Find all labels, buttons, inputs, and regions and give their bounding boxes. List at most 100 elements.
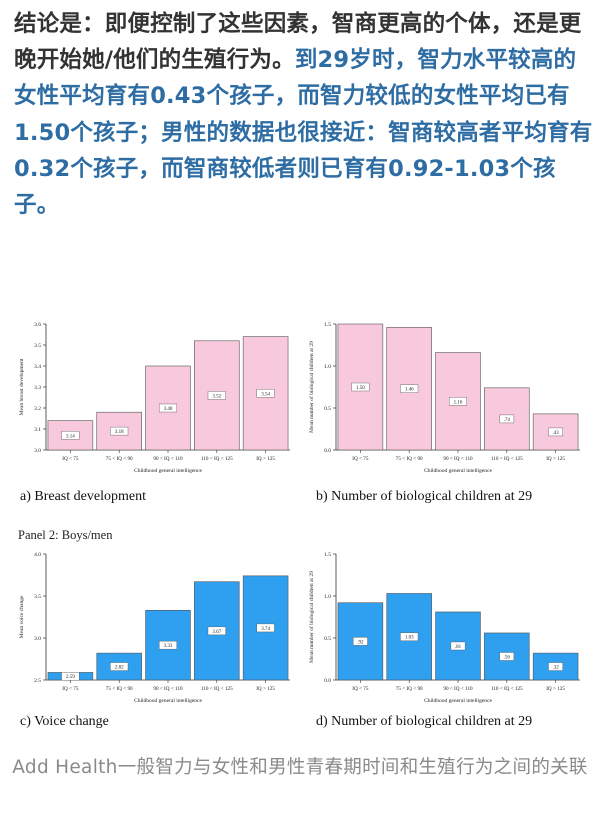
x-tick-label: IQ < 75 [352,686,369,692]
x-tick-label: 90 < IQ < 110 [153,686,183,692]
data-label: 3.18 [115,430,124,435]
data-label-box [158,403,177,413]
data-label-box [448,397,467,406]
x-tick-label: IQ < 75 [62,456,79,462]
x-tick-label: 75 < IQ < 90 [396,686,423,692]
data-label: 1.03 [405,636,414,641]
data-label: 1.46 [405,388,414,393]
y-tick-label: 3.6 [34,322,41,328]
panel-2-label: Panel 2: Boys/men [18,528,113,542]
x-axis-label: Childhood general intelligence [134,698,202,704]
data-label: .81 [455,645,462,650]
data-label: .56 [504,655,511,660]
y-axis-label: Mean number of biological children at 29 [308,341,315,433]
bar [96,652,142,681]
x-tick-label: 110 < IQ < 125 [491,686,523,692]
data-label-box [450,641,466,651]
data-label: 2.82 [115,666,124,671]
data-label: .74 [504,418,511,423]
y-tick-label: 0.0 [324,448,331,454]
x-tick-label: IQ > 125 [256,456,275,462]
x-axis-label: Childhood general intelligence [424,468,492,474]
data-label-box [351,382,370,392]
data-label-box [110,662,129,671]
data-label-box [256,389,275,398]
y-tick-label: 3.5 [34,594,41,600]
data-label-box [499,652,515,661]
y-axis-label: Mean number of biological children at 29 [308,571,315,663]
data-label: 3.74 [261,627,270,632]
conclusion-text: 结论是：即便控制了这些因素，智商更高的个体，还是更晚开始她/他们的生殖行为。 [14,11,582,74]
y-tick-label: 0.5 [324,406,331,412]
bar [96,411,142,451]
y-tick-label: 0.0 [324,678,331,684]
data-label-box [353,637,368,646]
data-label: 2.59 [66,675,75,680]
data-label: 3.67 [212,630,221,635]
y-tick-label: 1.5 [324,322,331,328]
x-tick-label: 75 < IQ < 90 [106,456,133,462]
data-label: 3.14 [66,434,75,439]
data-label: 1.16 [454,400,463,405]
data-label-box [207,391,226,400]
data-label: 3.54 [261,392,270,397]
x-axis-label: Childhood general intelligence [424,698,492,704]
y-tick-label: 2.5 [34,678,41,684]
data-label-box [400,384,419,393]
x-tick-label: 110 < IQ < 125 [201,456,233,462]
x-tick-label: IQ > 125 [546,456,565,462]
y-tick-label: 3.1 [34,427,41,433]
x-axis-label: Childhood general intelligence [134,468,202,474]
y-axis-label: Mean breast development [19,358,25,415]
x-tick-label: IQ > 125 [256,686,275,692]
chart-children-women: 0.0 0.5 1.0 1.5 Mean number of biological ch… [304,318,586,478]
x-tick-label: 90 < IQ < 110 [443,686,473,692]
data-label: .32 [552,666,559,671]
chart-caption-d: d) Number of biological children at 29 [316,714,533,729]
y-tick-label: 3.0 [34,636,41,642]
data-label-box [400,632,419,641]
chart-breast-development: 3.0 3.1 3.2 3.3 3.4 3.5 3.6 Mean breast develop… [14,318,296,478]
chart-voice-change: 2.5 3.0 3.5 4.0 Mean voice change 2.59 IQ < 75… [14,548,296,708]
chart-svg: 2.5 3.0 3.5 4.0 Mean voice change 2.59 IQ < 75… [19,552,290,704]
y-tick-label: 3.5 [34,343,41,349]
data-label-box [158,640,177,650]
y-axis-label: Mean voice change [19,595,25,638]
x-tick-label: 90 < IQ < 110 [153,456,183,462]
y-tick-label: 0.5 [324,636,331,642]
data-label-box [207,626,226,636]
x-tick-label: IQ < 75 [62,686,79,692]
chart-caption-b: b) Number of biological children at 29 [316,489,533,504]
figure-caption: Add Health一般智力与女性和男性青春期时间和生殖行为之间的关联 [12,757,588,778]
chart-svg: 0.0 0.5 1.0 1.5 Mean number of biological ch… [308,552,580,704]
y-tick-label: 3.4 [34,364,41,370]
y-tick-label: 3.3 [34,385,41,391]
data-label: .92 [357,640,364,645]
y-tick-label: 3.2 [34,406,41,412]
y-tick-label: 1.0 [324,364,331,370]
x-tick-label: 75 < IQ < 90 [106,686,133,692]
data-label: 3.52 [212,394,221,399]
y-tick-label: 3.0 [34,448,41,454]
data-label-box [110,426,129,436]
data-label: 3.40 [164,407,173,412]
highlighted-findings-text: 到29岁时，智力水平较高的女性平均育有0.43个孩子，而智力较低的女性平均已有1… [14,47,593,219]
data-label-box [548,427,563,437]
conclusion-paragraph: 结论是：即便控制了这些因素，智商更高的个体，还是更晚开始她/他们的生殖行为。到2… [14,6,594,223]
x-tick-label: 75 < IQ < 90 [396,456,423,462]
chart-caption-a: a) Breast development [20,489,146,504]
x-tick-label: 110 < IQ < 125 [201,686,233,692]
data-label-box [548,662,563,671]
x-tick-label: IQ < 75 [352,456,369,462]
x-tick-label: IQ > 125 [546,686,565,692]
y-tick-label: 4.0 [34,552,41,558]
x-tick-label: 110 < IQ < 125 [491,456,523,462]
y-tick-label: 1.0 [324,594,331,600]
x-tick-label: 90 < IQ < 110 [443,456,473,462]
chart-caption-c: c) Voice change [20,714,109,729]
data-label: 3.33 [164,644,173,649]
chart-children-men: 0.0 0.5 1.0 1.5 Mean number of biological ch… [304,548,586,708]
chart-svg: 3.0 3.1 3.2 3.3 3.4 3.5 3.6 Mean breast develop… [19,322,290,474]
chart-svg: 0.0 0.5 1.0 1.5 Mean number of biological ch… [308,322,580,474]
data-label: .43 [552,431,559,436]
